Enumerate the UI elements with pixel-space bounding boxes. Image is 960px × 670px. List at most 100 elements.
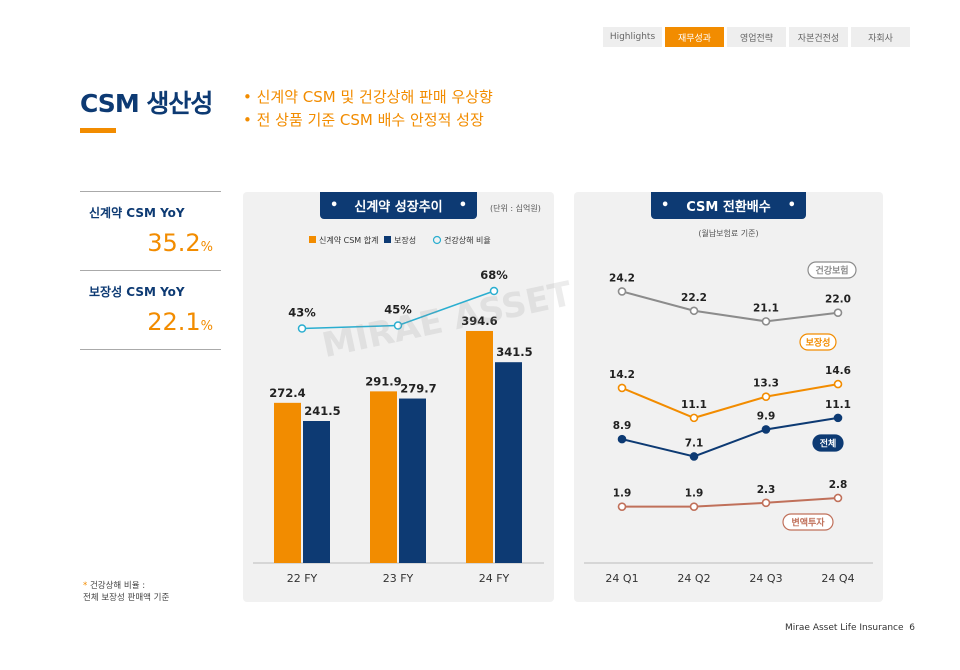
tab-highlights[interactable]: Highlights [603,27,662,47]
data-label: 2.3 [757,484,776,496]
series-tag [807,261,857,279]
csm-multiple-panel: • CSM 전환배수 • (월납보험료 기준) 24 Q1 24 Q2 24 Q3 24 … [574,192,883,602]
footnote-line: 건강상해 비율 : [89,581,146,591]
series-tag [812,434,844,452]
series-tag [799,333,837,351]
ratio-label: 68% [480,268,508,282]
chart-subtitle: (월납보험료 기준) [698,229,759,238]
series-point [689,452,699,461]
bullet: • 전 상품 기준 CSM 배수 안정적 성장 [243,111,484,129]
x-tick-label: 24 Q1 [605,572,638,585]
ratio-label: 43% [288,306,316,320]
company-name: Mirae Asset Life Insurance [784,623,904,633]
new-business-panel: • 신계약 성장추이 • (단위 : 십억원) 신계약 CSM 합계 보장성 건강상해 … [243,192,554,602]
data-label: 279.7 [400,382,436,396]
legend-marker [432,235,442,245]
x-tick-label: 24 Q3 [749,572,782,585]
data-label: 8.9 [613,420,632,432]
data-label: 11.1 [681,399,707,411]
kpi-number: 22.1 [147,308,201,336]
panel-title: • CSM 전환배수 • [651,192,806,219]
kpi-label: 신계약 CSM YoY [89,206,185,220]
summary-bullets: • 신계약 CSM 및 건강상해 판매 우상향 • 전 상품 기준 CSM 배수… [243,86,493,132]
ratio-point [297,324,307,333]
series-point [689,413,699,423]
data-label: 341.5 [496,345,532,359]
series-point [833,493,843,503]
x-tick-label: 24 Q4 [821,572,854,585]
section-tabs: Highlights 재무성과 영업전략 자본건전성 자회사 [603,27,910,47]
series-tag [782,513,834,531]
series-tag-label: 보장성 [806,337,831,349]
bar [370,391,397,563]
x-tick-label: 24 Q2 [677,572,710,585]
series-line [622,496,839,508]
ratio-point [489,286,499,296]
footnote-line: 전체 보장성 판매액 기준 [83,593,170,603]
x-tick-label: 23 FY [383,572,414,585]
series-point [617,287,627,296]
kpi-protection-csm: 보장성 CSM YoY 22.1% [80,270,221,350]
series-point [833,413,843,423]
tab-financial[interactable]: 재무성과 [665,27,724,47]
panel-title: • 신계약 성장추이 • [320,192,477,219]
x-tick-label: 24 FY [479,572,510,585]
series-point [833,308,843,317]
data-label: 21.1 [753,302,779,314]
series-line [621,290,839,323]
data-label: 272.4 [269,386,305,400]
data-label: 13.3 [753,378,779,390]
series-tag-label: 전체 [820,438,837,450]
page-number: 6 [909,623,915,633]
bar-chart: 신계약 CSM 합계 보장성 건강상해 비율 272.4 241.5 22 FY 291.9… [253,235,544,585]
series-point [833,379,843,389]
bar [399,398,426,563]
data-label: 14.6 [825,365,851,377]
data-label: 24.2 [609,272,635,284]
data-label: 9.9 [757,410,776,422]
series-tag-label: 변액투자 [791,517,825,529]
kpi-new-csm: 신계약 CSM YoY 35.2% [80,191,221,270]
page-title: CSM 생산성 [80,89,213,118]
data-label: 291.9 [365,374,401,388]
footnote-star: * [83,581,88,591]
tab-subsidiaries[interactable]: 자회사 [851,27,910,47]
kpi-unit: % [200,240,213,255]
data-label: 22.2 [681,292,707,304]
bar [303,420,330,563]
data-label: 394.6 [461,314,497,328]
bar [274,402,301,563]
data-label: 14.2 [609,369,635,381]
kpi-unit: % [200,319,213,334]
kpi-number: 35.2 [147,229,201,257]
data-label: 7.1 [685,437,704,449]
legend-label: 보장성 [394,235,416,245]
series-point [617,502,627,511]
tab-sales[interactable]: 영업전략 [727,27,786,47]
chart-title: CSM 전환배수 [686,200,771,215]
kpi-label: 보장성 CSM YoY [89,285,185,299]
chart-title: 신계약 성장추이 [354,200,443,215]
ratio-label: 45% [384,303,412,317]
legend-swatch [384,236,391,243]
series-point [689,502,699,511]
data-label: 1.9 [613,488,632,500]
series-point [617,434,627,444]
data-label: 11.1 [825,399,851,411]
ratio-point [393,321,403,330]
series-point [689,306,699,316]
series-tag-label: 건강보험 [815,265,848,277]
footnote: * 건강상해 비율 : 전체 보장성 판매액 기준 [83,580,169,604]
legend-label: 신계약 CSM 합계 [319,235,378,245]
data-label: 2.8 [829,479,848,491]
bar [466,330,493,563]
series-point [761,425,771,434]
bullet: • 신계약 CSM 및 건강상해 판매 우상향 [243,88,493,106]
data-label: 22.0 [825,294,851,306]
line-chart: 24 Q1 24 Q2 24 Q3 24 Q4 24.2 22.2 21.1 22.0 건강보험… [584,261,873,585]
title-underline [80,128,116,133]
series-point [761,392,771,401]
series-point [761,317,771,326]
tab-capital[interactable]: 자본건전성 [789,27,848,47]
data-label: 241.5 [304,404,340,418]
